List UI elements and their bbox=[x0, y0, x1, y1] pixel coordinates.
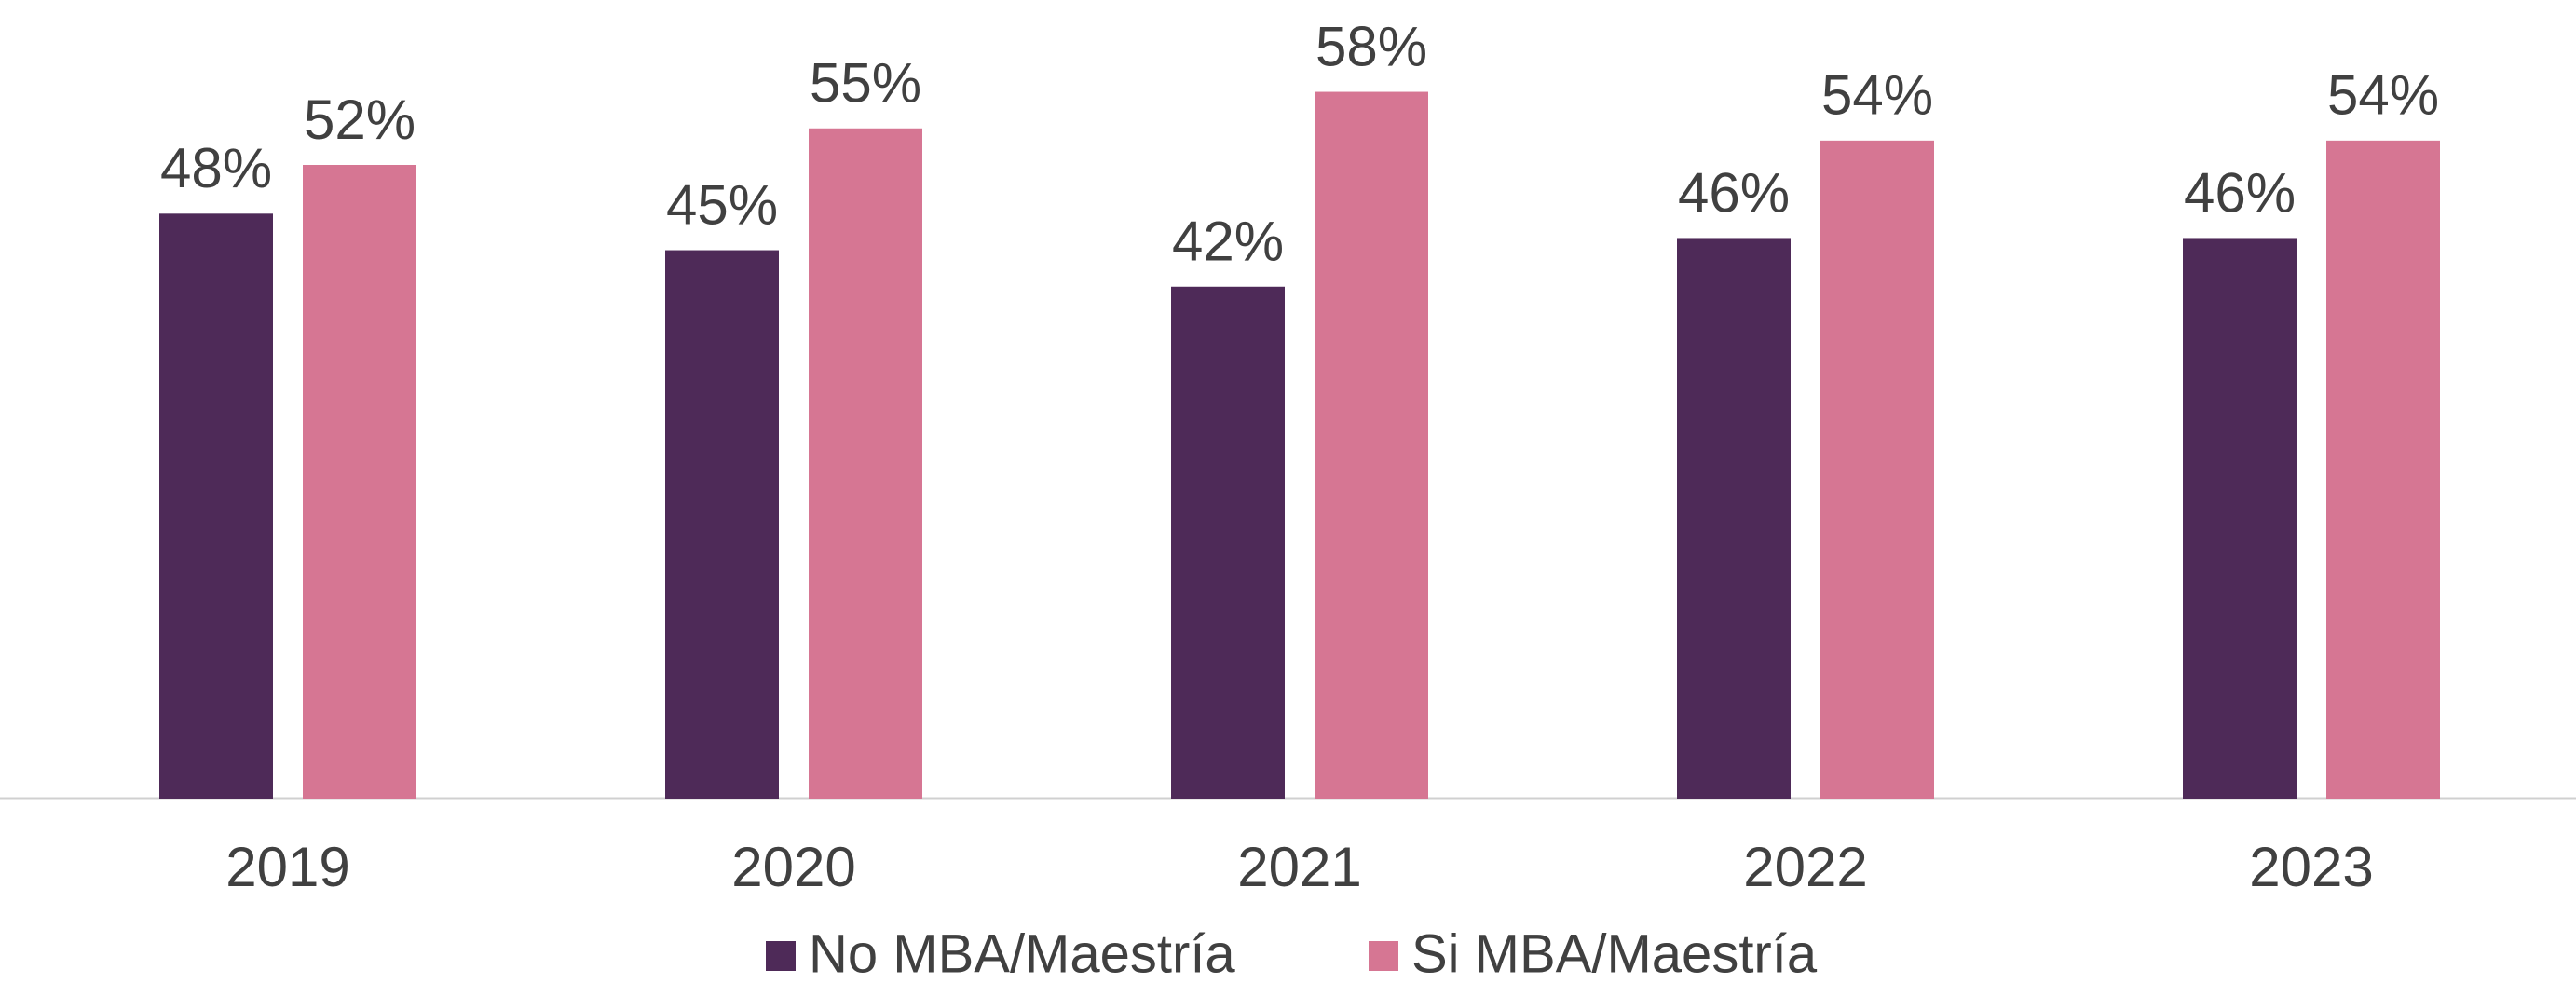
x-tick-label: 2021 bbox=[1237, 836, 1361, 898]
bar bbox=[1171, 286, 1285, 799]
x-tick-label: 2020 bbox=[731, 836, 855, 898]
bar bbox=[1677, 238, 1791, 799]
x-tick-label: 2019 bbox=[225, 836, 349, 898]
data-label: 55% bbox=[810, 52, 921, 115]
legend-label: No MBA/Maestría bbox=[809, 923, 1235, 984]
data-label: 58% bbox=[1315, 15, 1427, 77]
data-label: 54% bbox=[1821, 64, 1933, 127]
bar bbox=[1315, 91, 1428, 799]
data-label: 46% bbox=[1678, 161, 1790, 224]
x-tick-label: 2022 bbox=[1743, 836, 1867, 898]
bar bbox=[303, 165, 416, 799]
bar bbox=[809, 128, 922, 799]
x-tick-label: 2023 bbox=[2249, 836, 2373, 898]
bar bbox=[1820, 140, 1934, 799]
legend-swatch bbox=[1369, 941, 1398, 971]
legend-label: Si MBA/Maestría bbox=[1411, 923, 1818, 984]
data-label: 42% bbox=[1172, 211, 1284, 273]
bar bbox=[2183, 238, 2297, 799]
bar bbox=[665, 250, 779, 799]
legend-swatch bbox=[766, 941, 796, 971]
data-label: 54% bbox=[2327, 64, 2439, 127]
data-label: 48% bbox=[160, 137, 272, 199]
data-label: 45% bbox=[666, 173, 778, 236]
bar bbox=[159, 213, 273, 799]
bar bbox=[2326, 140, 2440, 799]
data-label: 52% bbox=[304, 89, 416, 151]
data-label: 46% bbox=[2184, 161, 2296, 224]
